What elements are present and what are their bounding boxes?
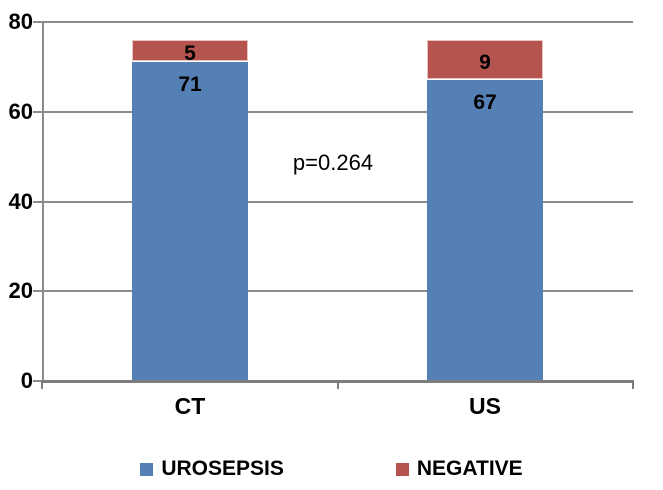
x-axis-tick <box>337 381 339 389</box>
legend: UROSEPSIS NEGATIVE <box>0 456 663 482</box>
legend-label: UROSEPSIS <box>161 457 284 480</box>
legend-item-urosepsis: UROSEPSIS <box>140 457 284 481</box>
y-axis-tick <box>33 290 47 292</box>
bar-value-label: 67 <box>473 91 497 114</box>
y-axis-tick-label: 0 <box>20 368 33 393</box>
y-axis-tick-label: 20 <box>8 278 33 303</box>
gridline <box>42 111 633 113</box>
legend-item-negative: NEGATIVE <box>395 457 523 481</box>
y-axis-tick <box>33 380 47 382</box>
bar-value-label: 71 <box>178 73 202 96</box>
p-value-annotation: p=0.264 <box>292 150 374 175</box>
x-category-label: US <box>469 393 501 419</box>
gridline <box>42 201 633 203</box>
legend-marker-urosepsis <box>140 462 154 476</box>
gridline <box>42 290 633 292</box>
bar-segment-negative <box>427 40 543 79</box>
legend-label: NEGATIVE <box>416 457 523 480</box>
y-axis-tick-label: 60 <box>8 99 33 124</box>
y-axis-line <box>42 22 44 381</box>
bar-segment-urosepsis <box>132 62 248 381</box>
bar-value-label: 9 <box>479 51 491 74</box>
x-category-label: CT <box>174 393 206 419</box>
y-axis-tick <box>33 201 47 203</box>
bar-segment-urosepsis <box>427 80 543 381</box>
y-axis-tick-label: 80 <box>8 9 33 34</box>
y-axis-tick-label: 40 <box>8 189 33 214</box>
x-axis-tick <box>632 381 634 389</box>
y-axis-tick <box>33 21 47 23</box>
bar-value-label: 5 <box>184 42 196 65</box>
legend-marker-negative <box>395 462 409 476</box>
bar-segment-negative <box>132 40 248 61</box>
gridline <box>42 21 633 23</box>
y-axis-tick <box>33 111 47 113</box>
x-axis-tick <box>41 381 43 389</box>
